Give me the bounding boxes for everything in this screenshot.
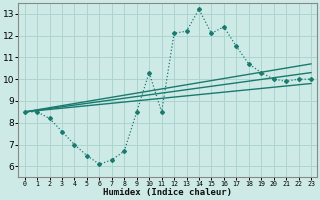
X-axis label: Humidex (Indice chaleur): Humidex (Indice chaleur): [103, 188, 232, 197]
